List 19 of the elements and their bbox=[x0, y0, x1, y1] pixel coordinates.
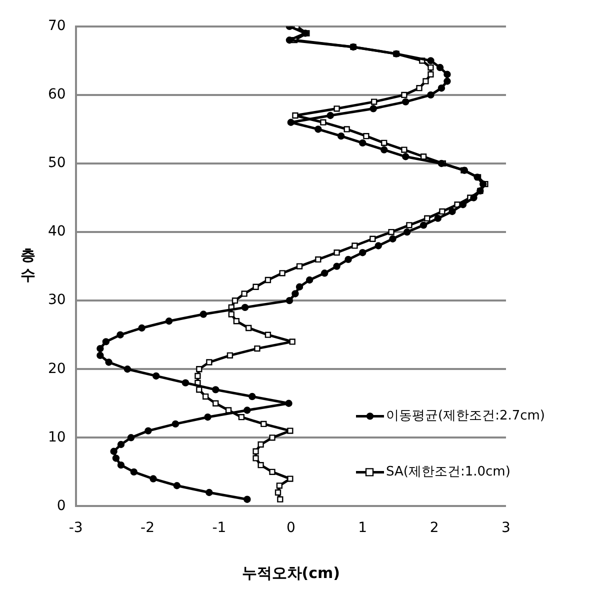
y-tick-label: 40 bbox=[48, 224, 66, 240]
x-tick-label: -2 bbox=[140, 520, 154, 536]
legend-label: 이동평균(제한조건:2.7cm) bbox=[386, 408, 546, 424]
legend-label: SA(제한조건:1.0cm) bbox=[386, 464, 510, 480]
y-tick-label: 50 bbox=[48, 155, 66, 172]
y-tick-label: 20 bbox=[48, 360, 66, 377]
y-tick-label: 0 bbox=[56, 498, 66, 514]
x-tick-label: 0 bbox=[286, 520, 296, 536]
x-tick-label: 2 bbox=[430, 520, 439, 536]
x-axis-title: 누적오차(cm) bbox=[242, 564, 340, 582]
y-tick-label: 10 bbox=[48, 429, 66, 446]
x-tick-label: -3 bbox=[68, 520, 83, 536]
y-tick-label: 30 bbox=[48, 292, 66, 308]
y-axis-title: 층수 bbox=[20, 246, 36, 284]
y-tick-label: 60 bbox=[48, 86, 66, 103]
y-tick-label: 70 bbox=[48, 18, 66, 34]
x-tick-label: -1 bbox=[212, 520, 226, 536]
x-tick-label: 3 bbox=[502, 520, 510, 536]
x-tick-label: 1 bbox=[358, 520, 368, 536]
